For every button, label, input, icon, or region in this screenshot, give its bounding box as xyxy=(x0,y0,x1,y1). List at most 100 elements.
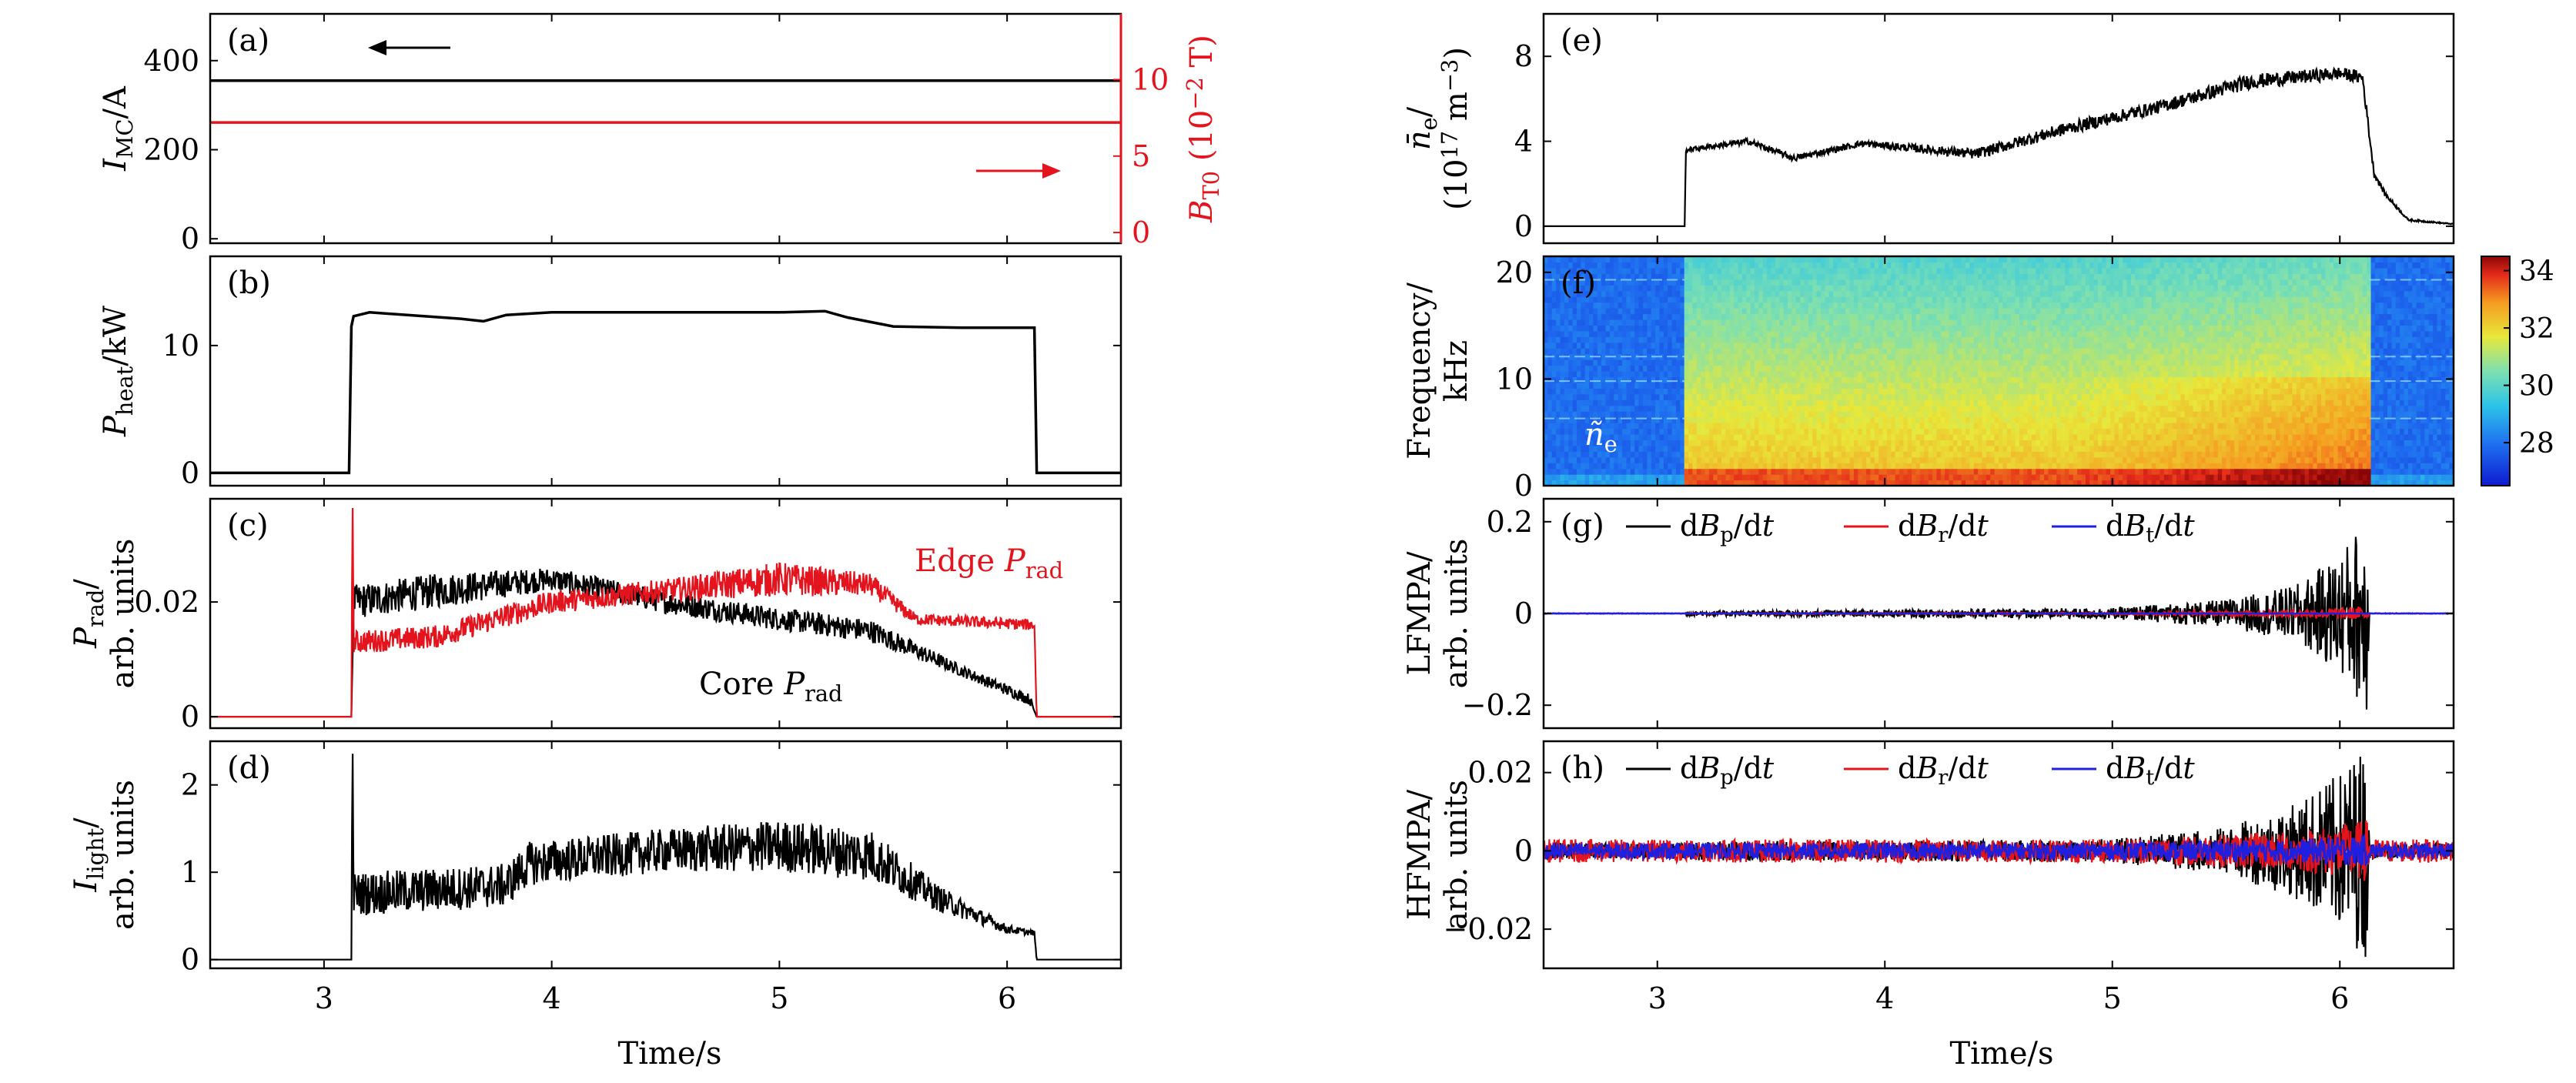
spectrogram-cell xyxy=(1638,393,1644,400)
spectrogram-cell xyxy=(1907,480,1912,486)
spectrogram-cell xyxy=(1725,273,1731,280)
spectrogram-cell xyxy=(1717,296,1722,303)
spectrogram-cell xyxy=(1825,376,1830,383)
spectrogram-cell xyxy=(1800,353,1805,360)
spectrogram-cell xyxy=(1775,423,1780,430)
spectrogram-cell xyxy=(1597,342,1602,349)
spectrogram-cell xyxy=(2048,445,2053,452)
spectrogram-cell xyxy=(1961,262,1966,269)
spectrogram-cell xyxy=(1771,474,1776,481)
spectrogram-cell xyxy=(1758,388,1764,395)
spectrogram-cell xyxy=(1862,267,1867,274)
spectrogram-cell xyxy=(1825,308,1830,315)
spectrogram-cell xyxy=(2044,416,2049,423)
spectrogram-cell xyxy=(1684,399,1689,406)
spectrogram-cell xyxy=(1638,302,1644,309)
spectrogram-cell xyxy=(1701,433,1706,440)
spectrogram-cell xyxy=(2002,302,2008,309)
spectrogram-cell xyxy=(1746,285,1751,292)
spectrogram-cell xyxy=(2015,382,2020,389)
spectrogram-cell xyxy=(1767,393,1772,400)
spectrogram-cell xyxy=(1692,342,1698,349)
spectrogram-cell xyxy=(1800,296,1805,303)
spectrogram-cell xyxy=(1866,342,1872,349)
spectrogram-cell xyxy=(1576,440,1581,446)
spectrogram-cell xyxy=(1841,353,1846,360)
spectrogram-cell xyxy=(1746,376,1751,383)
spectrogram-cell xyxy=(1795,463,1801,470)
spectrogram-cell xyxy=(1717,285,1722,292)
spectrogram-cell xyxy=(1651,285,1656,292)
spectrogram-cell xyxy=(1551,405,1557,412)
spectrogram-cell xyxy=(1593,456,1598,463)
spectrogram-cell xyxy=(1593,468,1598,475)
spectrogram-cell xyxy=(1990,405,1996,412)
spectrogram-cell xyxy=(1994,456,1999,463)
spectrogram-cell xyxy=(1572,348,1577,355)
spectrogram-cell xyxy=(1741,474,1747,481)
spectrogram-cell xyxy=(2002,480,2008,486)
spectrogram-cell xyxy=(1762,342,1768,349)
spectrogram-cell xyxy=(1771,423,1776,430)
spectrogram-cell xyxy=(1986,393,1991,400)
spectrogram-cell xyxy=(1572,445,1577,452)
spectrogram-cell xyxy=(2027,290,2032,297)
spectrogram-cell xyxy=(1828,319,1834,326)
spectrogram-cell xyxy=(1708,399,1714,406)
spectrogram-cell xyxy=(1808,325,1813,332)
spectrogram-cell xyxy=(1999,262,2003,269)
spectrogram-cell xyxy=(1837,267,1842,274)
spectrogram-cell xyxy=(1572,330,1577,337)
spectrogram-cell xyxy=(2027,433,2032,440)
spectrogram-cell xyxy=(1945,319,1950,326)
spectrogram-cell xyxy=(1990,290,1996,297)
spectrogram-cell xyxy=(1870,325,1875,332)
spectrogram-cell xyxy=(1622,330,1628,337)
spectrogram-cell xyxy=(1837,279,1842,286)
spectrogram-cell xyxy=(1949,376,1954,383)
spectrogram-cell xyxy=(1642,267,1648,274)
spectrogram-cell xyxy=(1708,445,1714,452)
spectrogram-cell xyxy=(1544,433,1548,440)
spectrogram-cell xyxy=(1564,440,1569,446)
spectrogram-cell xyxy=(1882,428,1888,435)
spectrogram-cell xyxy=(2056,474,2062,481)
spectrogram-cell xyxy=(1750,330,1755,337)
spectrogram-cell xyxy=(2044,290,2049,297)
spectrogram-cell xyxy=(1618,325,1623,332)
spectrogram-cell xyxy=(1882,376,1888,383)
spectrogram-cell xyxy=(1841,365,1846,372)
spectrogram-cell xyxy=(1551,359,1557,366)
spectrogram-cell xyxy=(1622,256,1628,263)
spectrogram-cell xyxy=(1741,463,1747,470)
spectrogram-cell xyxy=(1833,365,1838,372)
spectrogram-cell xyxy=(1701,463,1706,470)
spectrogram-cell xyxy=(1659,382,1664,389)
spectrogram-cell xyxy=(1634,440,1640,446)
spectrogram-cell xyxy=(1845,416,1851,423)
spectrogram-cell xyxy=(1597,399,1602,406)
spectrogram-cell xyxy=(1940,440,1945,446)
spectrogram-cell xyxy=(1556,388,1561,395)
spectrogram-cell xyxy=(1572,376,1577,383)
spectrogram-cell xyxy=(1668,411,1673,418)
spectrogram-cell xyxy=(1609,267,1614,274)
spectrogram-cell xyxy=(1973,279,1979,286)
spectrogram-cell xyxy=(1775,474,1780,481)
spectrogram-cell xyxy=(1891,290,1896,297)
spectrogram-cell xyxy=(2036,382,2041,389)
spectrogram-cell xyxy=(1626,256,1631,263)
spectrogram-cell xyxy=(1609,416,1614,423)
spectrogram-cell xyxy=(1609,365,1614,372)
spectrogram-cell xyxy=(2048,353,2053,360)
spectrogram-cell xyxy=(1895,330,1900,337)
spectrogram-cell xyxy=(1820,256,1825,263)
spectrogram-cell xyxy=(1845,267,1851,274)
spectrogram-cell xyxy=(1708,440,1714,446)
spectrogram-cell xyxy=(1725,279,1731,286)
series-trace xyxy=(210,754,1121,961)
spectrogram-cell xyxy=(1795,451,1801,458)
spectrogram-cell xyxy=(1812,463,1818,470)
spectrogram-cell xyxy=(1767,399,1772,406)
spectrogram-cell xyxy=(1705,273,1710,280)
